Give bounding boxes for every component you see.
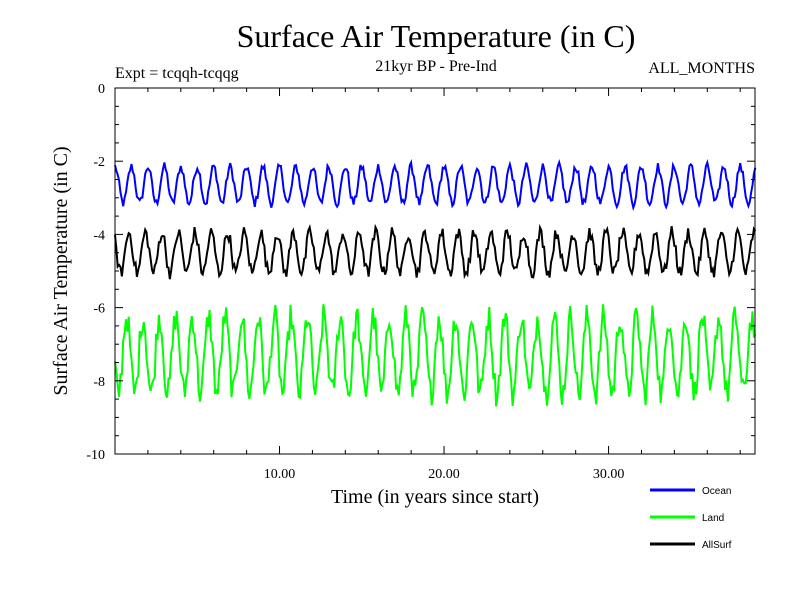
- y-tick-label: -8: [93, 375, 105, 390]
- x-tick-label: 10.00: [264, 467, 296, 482]
- ticks-layer: 10.00 20.00 30.00 0 -2 -4 -6 -8 -10: [86, 82, 755, 482]
- period-label: ALL_MONTHS: [648, 60, 755, 77]
- chart-title: Surface Air Temperature (in C): [237, 18, 636, 54]
- series-layer: [114, 158, 757, 407]
- y-tick-label: -10: [86, 448, 105, 463]
- x-tick-label: 30.00: [593, 467, 625, 482]
- chart-subtitle: 21kyr BP - Pre-Ind: [375, 58, 497, 75]
- x-axis-label: Time (in years since start): [331, 486, 539, 508]
- y-tick-label: -6: [93, 302, 105, 317]
- legend-label-ocean: Ocean: [702, 486, 731, 497]
- y-tick-label: -4: [93, 228, 105, 243]
- series-line-ocean: [114, 158, 757, 212]
- x-tick-label: 20.00: [428, 467, 460, 482]
- expt-label: Expt = tcqqh-tcqqg: [115, 65, 239, 82]
- legend: Ocean Land AllSurf: [650, 486, 732, 551]
- y-axis-label: Surface Air Temperature (in C): [50, 146, 72, 395]
- legend-label-land: Land: [702, 513, 724, 524]
- series-line-allsurf: [114, 223, 757, 280]
- legend-label-allsurf: AllSurf: [702, 540, 732, 551]
- series-line-land: [114, 304, 757, 407]
- y-tick-label: 0: [98, 82, 105, 97]
- y-tick-label: -2: [93, 155, 105, 170]
